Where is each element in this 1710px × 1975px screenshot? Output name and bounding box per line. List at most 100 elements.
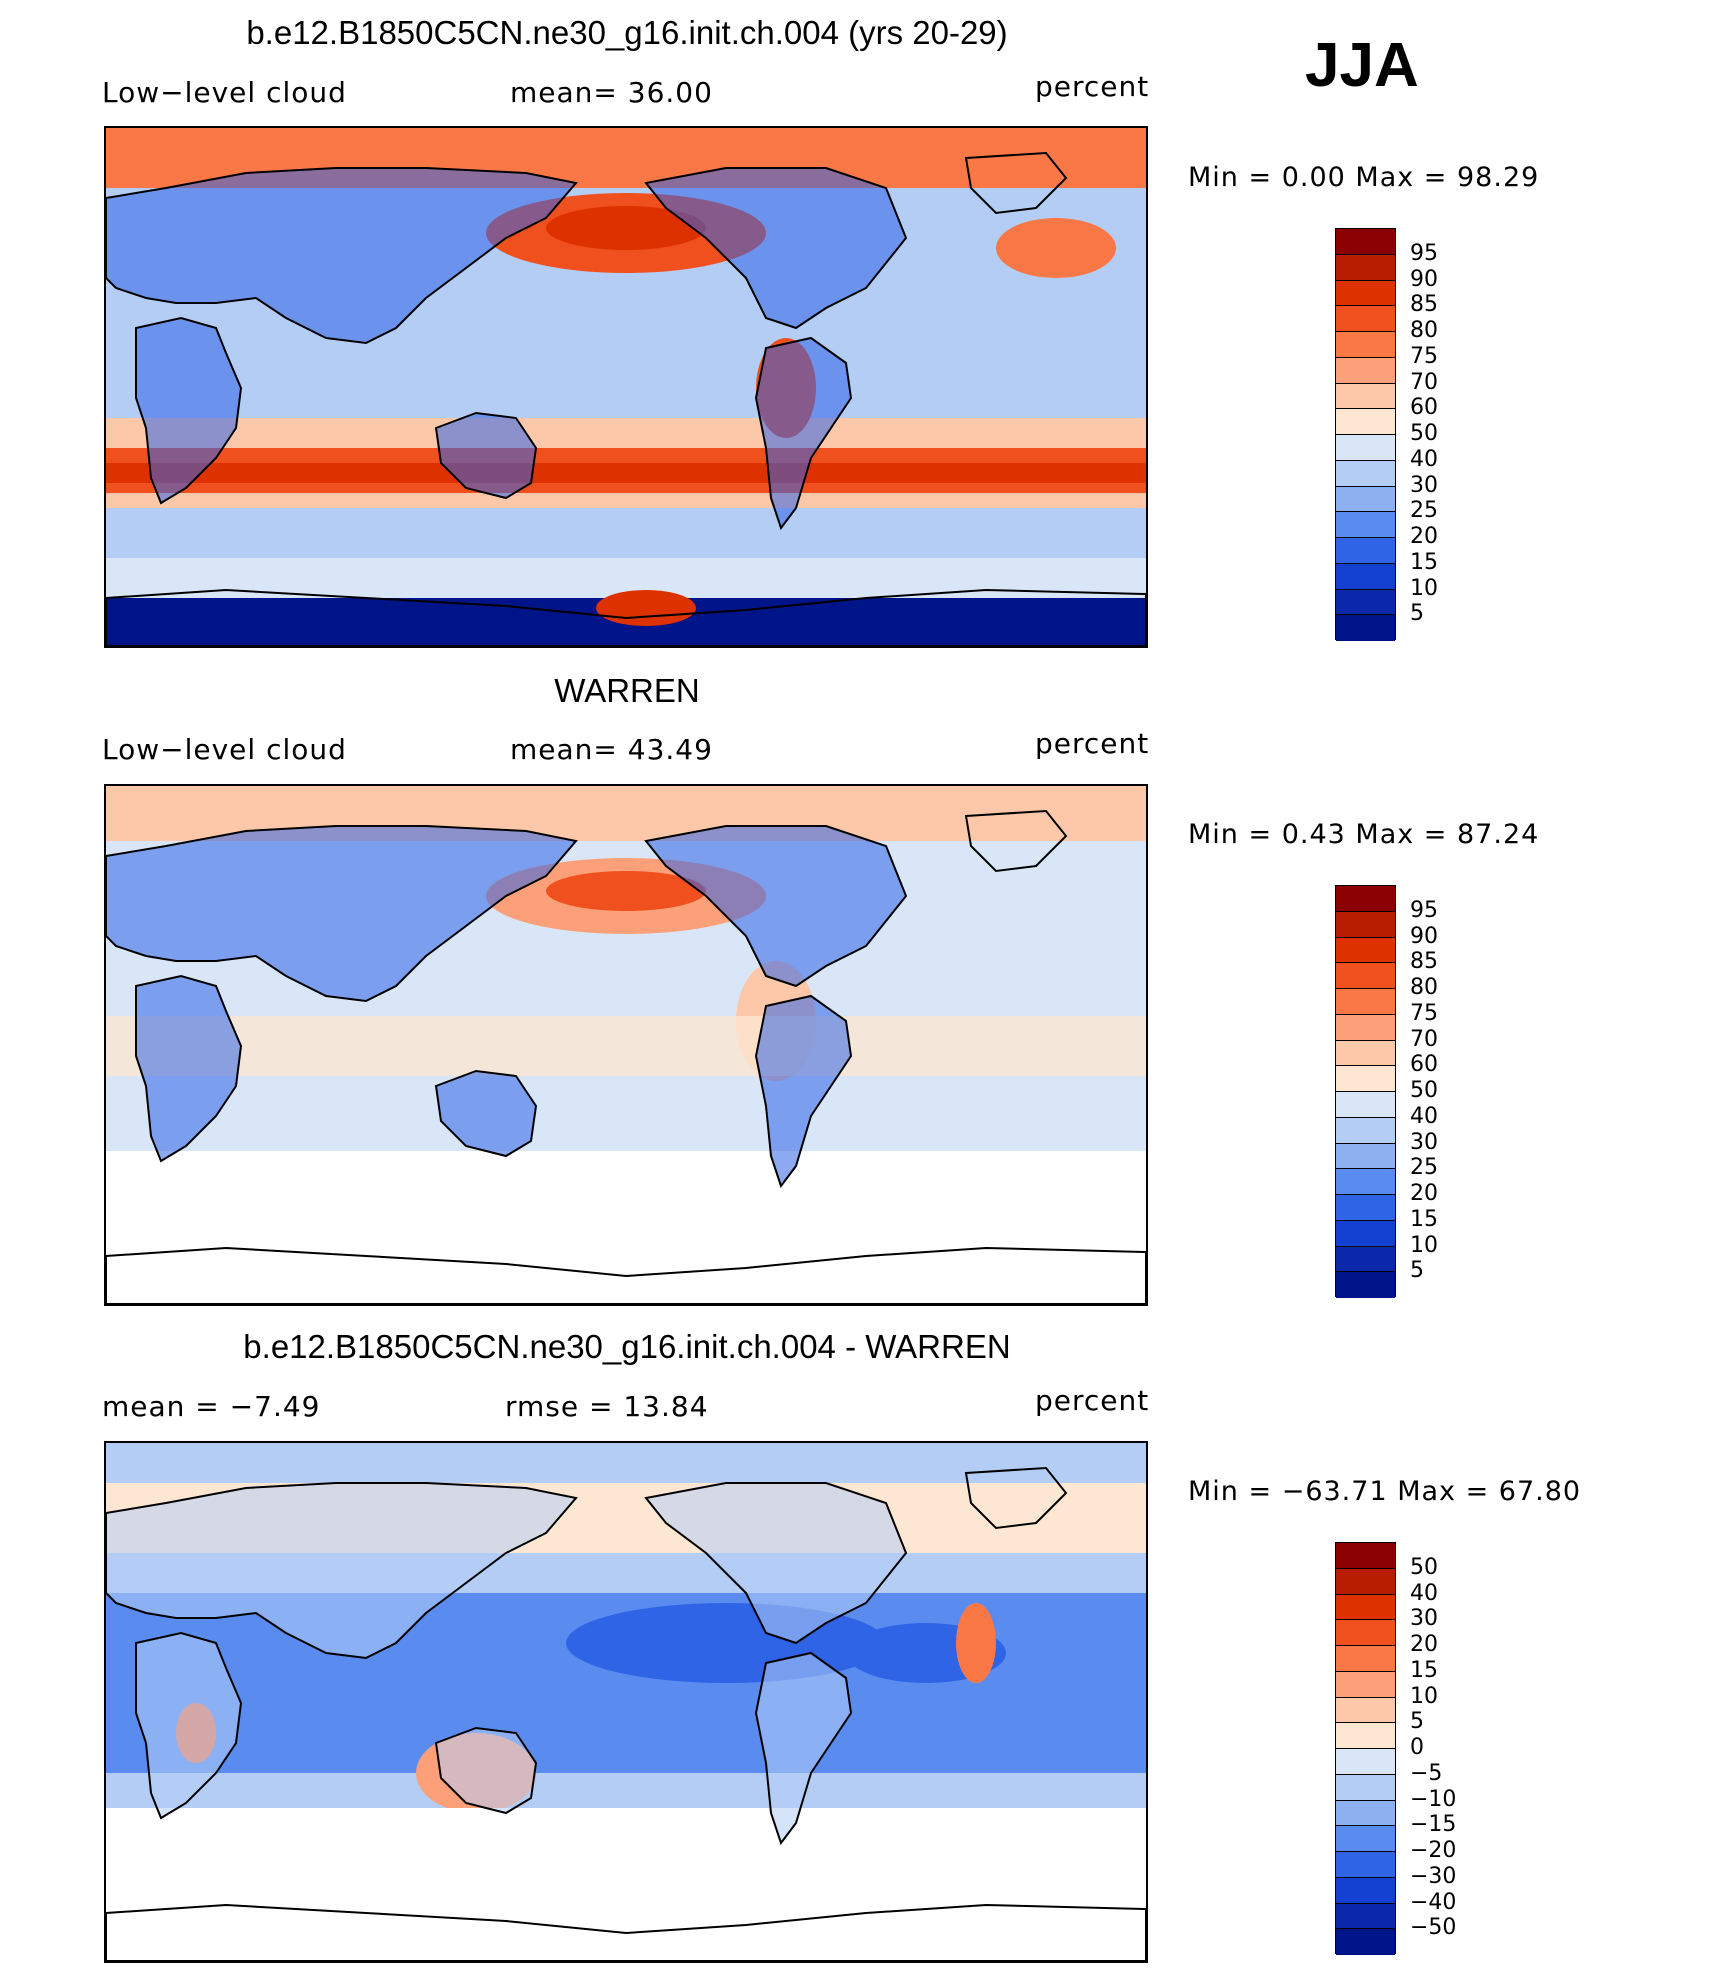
coastline (964, 151, 1068, 215)
colorbar-tick-label: −20 (1410, 1838, 1457, 1863)
panel-1-units-label: percent (1035, 70, 1150, 103)
colorbar-tick-label: 40 (1410, 446, 1438, 472)
colorbar-tick-label: 0 (1410, 1735, 1424, 1760)
colorbar-cell (1336, 512, 1395, 538)
coastline (106, 825, 578, 1003)
panel-2-title: WARREN (554, 672, 700, 709)
panel-1-map (104, 126, 1148, 648)
colorbar-tick-label: 70 (1410, 369, 1438, 395)
colorbar-cell (1336, 989, 1395, 1015)
coastline (644, 1482, 908, 1645)
colorbar-cell (1336, 911, 1395, 938)
colorbar-tick-label: 40 (1410, 1580, 1438, 1606)
panel-3-minmax: Min = −63.71 Max = 67.80 (1188, 1476, 1582, 1507)
colorbar-tick-label: 70 (1410, 1026, 1438, 1052)
colorbar-cell (1336, 280, 1395, 307)
colorbar-tick-label: 90 (1410, 266, 1438, 292)
colorbar-tick-label: 80 (1410, 975, 1438, 1000)
colorbar-cell (1336, 1774, 1395, 1801)
colorbar-tick-label: 25 (1410, 498, 1438, 524)
colorbar-tick-label: 95 (1410, 897, 1438, 923)
coastline (754, 994, 853, 1189)
coastline (106, 1246, 1146, 1304)
panel-1-variable-label: Low−level cloud (102, 76, 347, 109)
colorbar-tick-label: 15 (1410, 1206, 1438, 1232)
colorbar-tick-label: 5 (1410, 1258, 1424, 1284)
coastline (135, 1631, 243, 1820)
colorbar-cell (1336, 1646, 1395, 1672)
colorbar-cell (1336, 1543, 1395, 1569)
colorbar-cell (1336, 1246, 1395, 1273)
colorbar-tick-label: 5 (1410, 1709, 1424, 1735)
colorbar-tick-label: 75 (1410, 343, 1438, 369)
coastline (106, 1482, 578, 1660)
coastline (434, 411, 538, 500)
colorbar-tick-label: 20 (1410, 1632, 1438, 1657)
colorbar-cell (1336, 886, 1395, 912)
coastline (106, 1903, 1146, 1961)
panel-3-map (104, 1441, 1148, 1963)
map-field (106, 786, 1146, 1304)
colorbar-cell (1336, 1092, 1395, 1118)
colorbar-tick-label: 60 (1410, 1052, 1438, 1078)
panel-3-mean-label: mean = −7.49 (102, 1390, 321, 1423)
colorbar-tick-label: 15 (1410, 549, 1438, 575)
colorbar-tick-label: 15 (1410, 1657, 1438, 1683)
colorbar-cell (1336, 435, 1395, 461)
map-field (106, 1443, 1146, 1961)
colorbar-tick-label: −10 (1410, 1786, 1457, 1812)
colorbar-cell (1336, 1014, 1395, 1041)
colorbar-cell (1336, 1826, 1395, 1852)
colorbar-cell (1336, 383, 1395, 410)
coastline (964, 1466, 1068, 1530)
colorbar-cell (1336, 1929, 1395, 1955)
colorbar-cell (1336, 229, 1395, 255)
coastline (644, 825, 908, 988)
colorbar-cell (1336, 1749, 1395, 1775)
colorbar-cell (1336, 1272, 1395, 1298)
panel-2-colorbar (1335, 885, 1396, 1298)
panel-2-map-plot (106, 786, 1146, 1304)
coastline (106, 167, 578, 345)
colorbar-cell (1336, 1852, 1395, 1878)
panel-1-map-plot (106, 128, 1146, 646)
panel-3-colorbar (1335, 1542, 1396, 1955)
colorbar-cell (1336, 1594, 1395, 1621)
map-field (106, 128, 1146, 646)
colorbar-tick-label: 10 (1410, 1232, 1438, 1258)
coastline (644, 167, 908, 330)
panel-2-minmax: Min = 0.43 Max = 87.24 (1188, 819, 1540, 850)
coastline (434, 1726, 538, 1815)
colorbar-cell (1336, 538, 1395, 564)
colorbar-tick-label: 80 (1410, 318, 1438, 343)
colorbar-tick-label: 50 (1410, 1078, 1438, 1103)
season-label: JJA (1305, 31, 1419, 100)
colorbar-cell (1336, 563, 1395, 590)
colorbar-cell (1336, 1800, 1395, 1827)
colorbar-tick-label: 50 (1410, 1554, 1438, 1580)
colorbar-cell (1336, 460, 1395, 487)
colorbar-cell (1336, 1877, 1395, 1904)
colorbar-tick-label: 50 (1410, 421, 1438, 446)
coastlines (106, 809, 1146, 1304)
colorbar-cell (1336, 1220, 1395, 1247)
colorbar-tick-label: 75 (1410, 1000, 1438, 1026)
colorbar-tick-label: −50 (1410, 1915, 1457, 1941)
colorbar-tick-label: 85 (1410, 949, 1438, 975)
colorbar-cell (1336, 1903, 1395, 1930)
panel-3-map-plot (106, 1443, 1146, 1961)
colorbar-tick-label: 25 (1410, 1155, 1438, 1181)
colorbar-cell (1336, 1040, 1395, 1067)
colorbar-tick-label: 90 (1410, 923, 1438, 949)
colorbar-cell (1336, 1620, 1395, 1646)
colorbar-cell (1336, 1568, 1395, 1595)
colorbar-tick-label: −40 (1410, 1889, 1457, 1915)
colorbar-tick-label: 20 (1410, 524, 1438, 549)
colorbar-tick-label: 5 (1410, 601, 1424, 627)
colorbar-cell (1336, 1671, 1395, 1698)
panel-2-units-label: percent (1035, 727, 1150, 760)
colorbar-tick-label: 95 (1410, 240, 1438, 266)
colorbar-tick-label: 10 (1410, 1683, 1438, 1709)
panel-3-title: b.e12.B1850C5CN.ne30_g16.init.ch.004 - W… (243, 1328, 1011, 1365)
colorbar-tick-label: −5 (1410, 1760, 1443, 1786)
